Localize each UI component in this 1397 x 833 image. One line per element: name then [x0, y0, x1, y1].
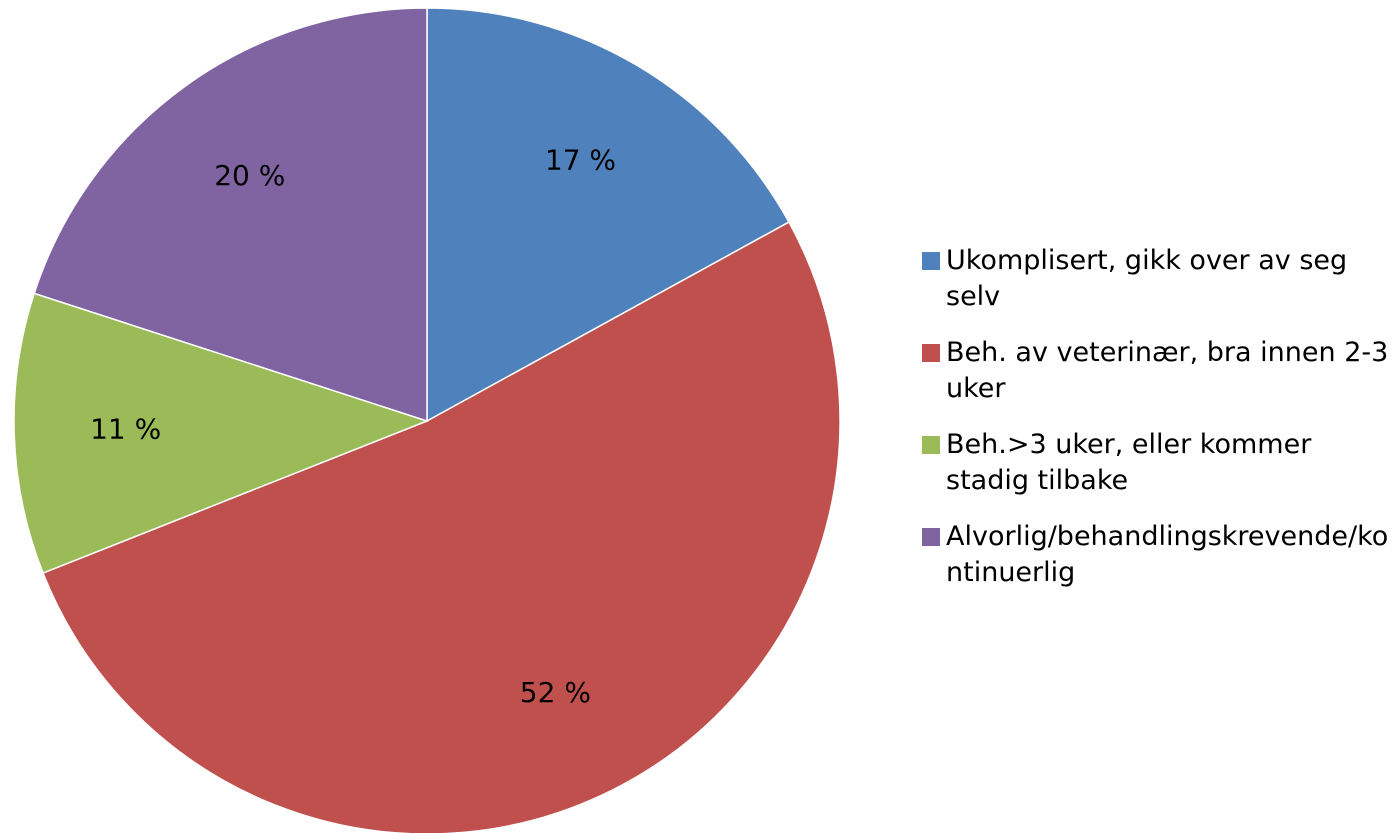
- data-label: 11 %: [90, 412, 161, 445]
- legend-label: Ukomplisert, gikk over av seg selv: [946, 245, 1348, 312]
- legend-item: Beh.>3 uker, eller kommer stadig tilbake: [922, 427, 1392, 499]
- legend-item: Alvorlig/behandlingskrevende/kontinuerli…: [922, 519, 1392, 591]
- legend-swatch: [922, 252, 940, 270]
- legend-label: Beh.>3 uker, eller kommer stadig tilbake: [946, 429, 1312, 496]
- legend-swatch: [922, 344, 940, 362]
- legend: Ukomplisert, gikk over av seg selv Beh. a…: [922, 243, 1392, 611]
- pie-slice: [426, 7, 790, 423]
- legend-swatch: [922, 528, 940, 546]
- pie-slice: [42, 221, 841, 833]
- legend-swatch: [922, 436, 940, 454]
- pie-slice: [13, 292, 430, 575]
- data-label: 17 %: [545, 143, 616, 176]
- data-label: 52 %: [520, 676, 591, 709]
- pie-slice: [33, 7, 428, 423]
- data-label: 20 %: [214, 159, 285, 192]
- legend-label: Beh. av veterinær, bra innen 2-3 uker: [946, 337, 1389, 404]
- legend-item: Beh. av veterinær, bra innen 2-3 uker: [922, 335, 1392, 407]
- legend-label: Alvorlig/behandlingskrevende/kontinuerli…: [946, 521, 1389, 588]
- chart: 17 % 52 % 11 % 20 %: [13, 7, 841, 833]
- legend-item: Ukomplisert, gikk over av seg selv: [922, 243, 1392, 315]
